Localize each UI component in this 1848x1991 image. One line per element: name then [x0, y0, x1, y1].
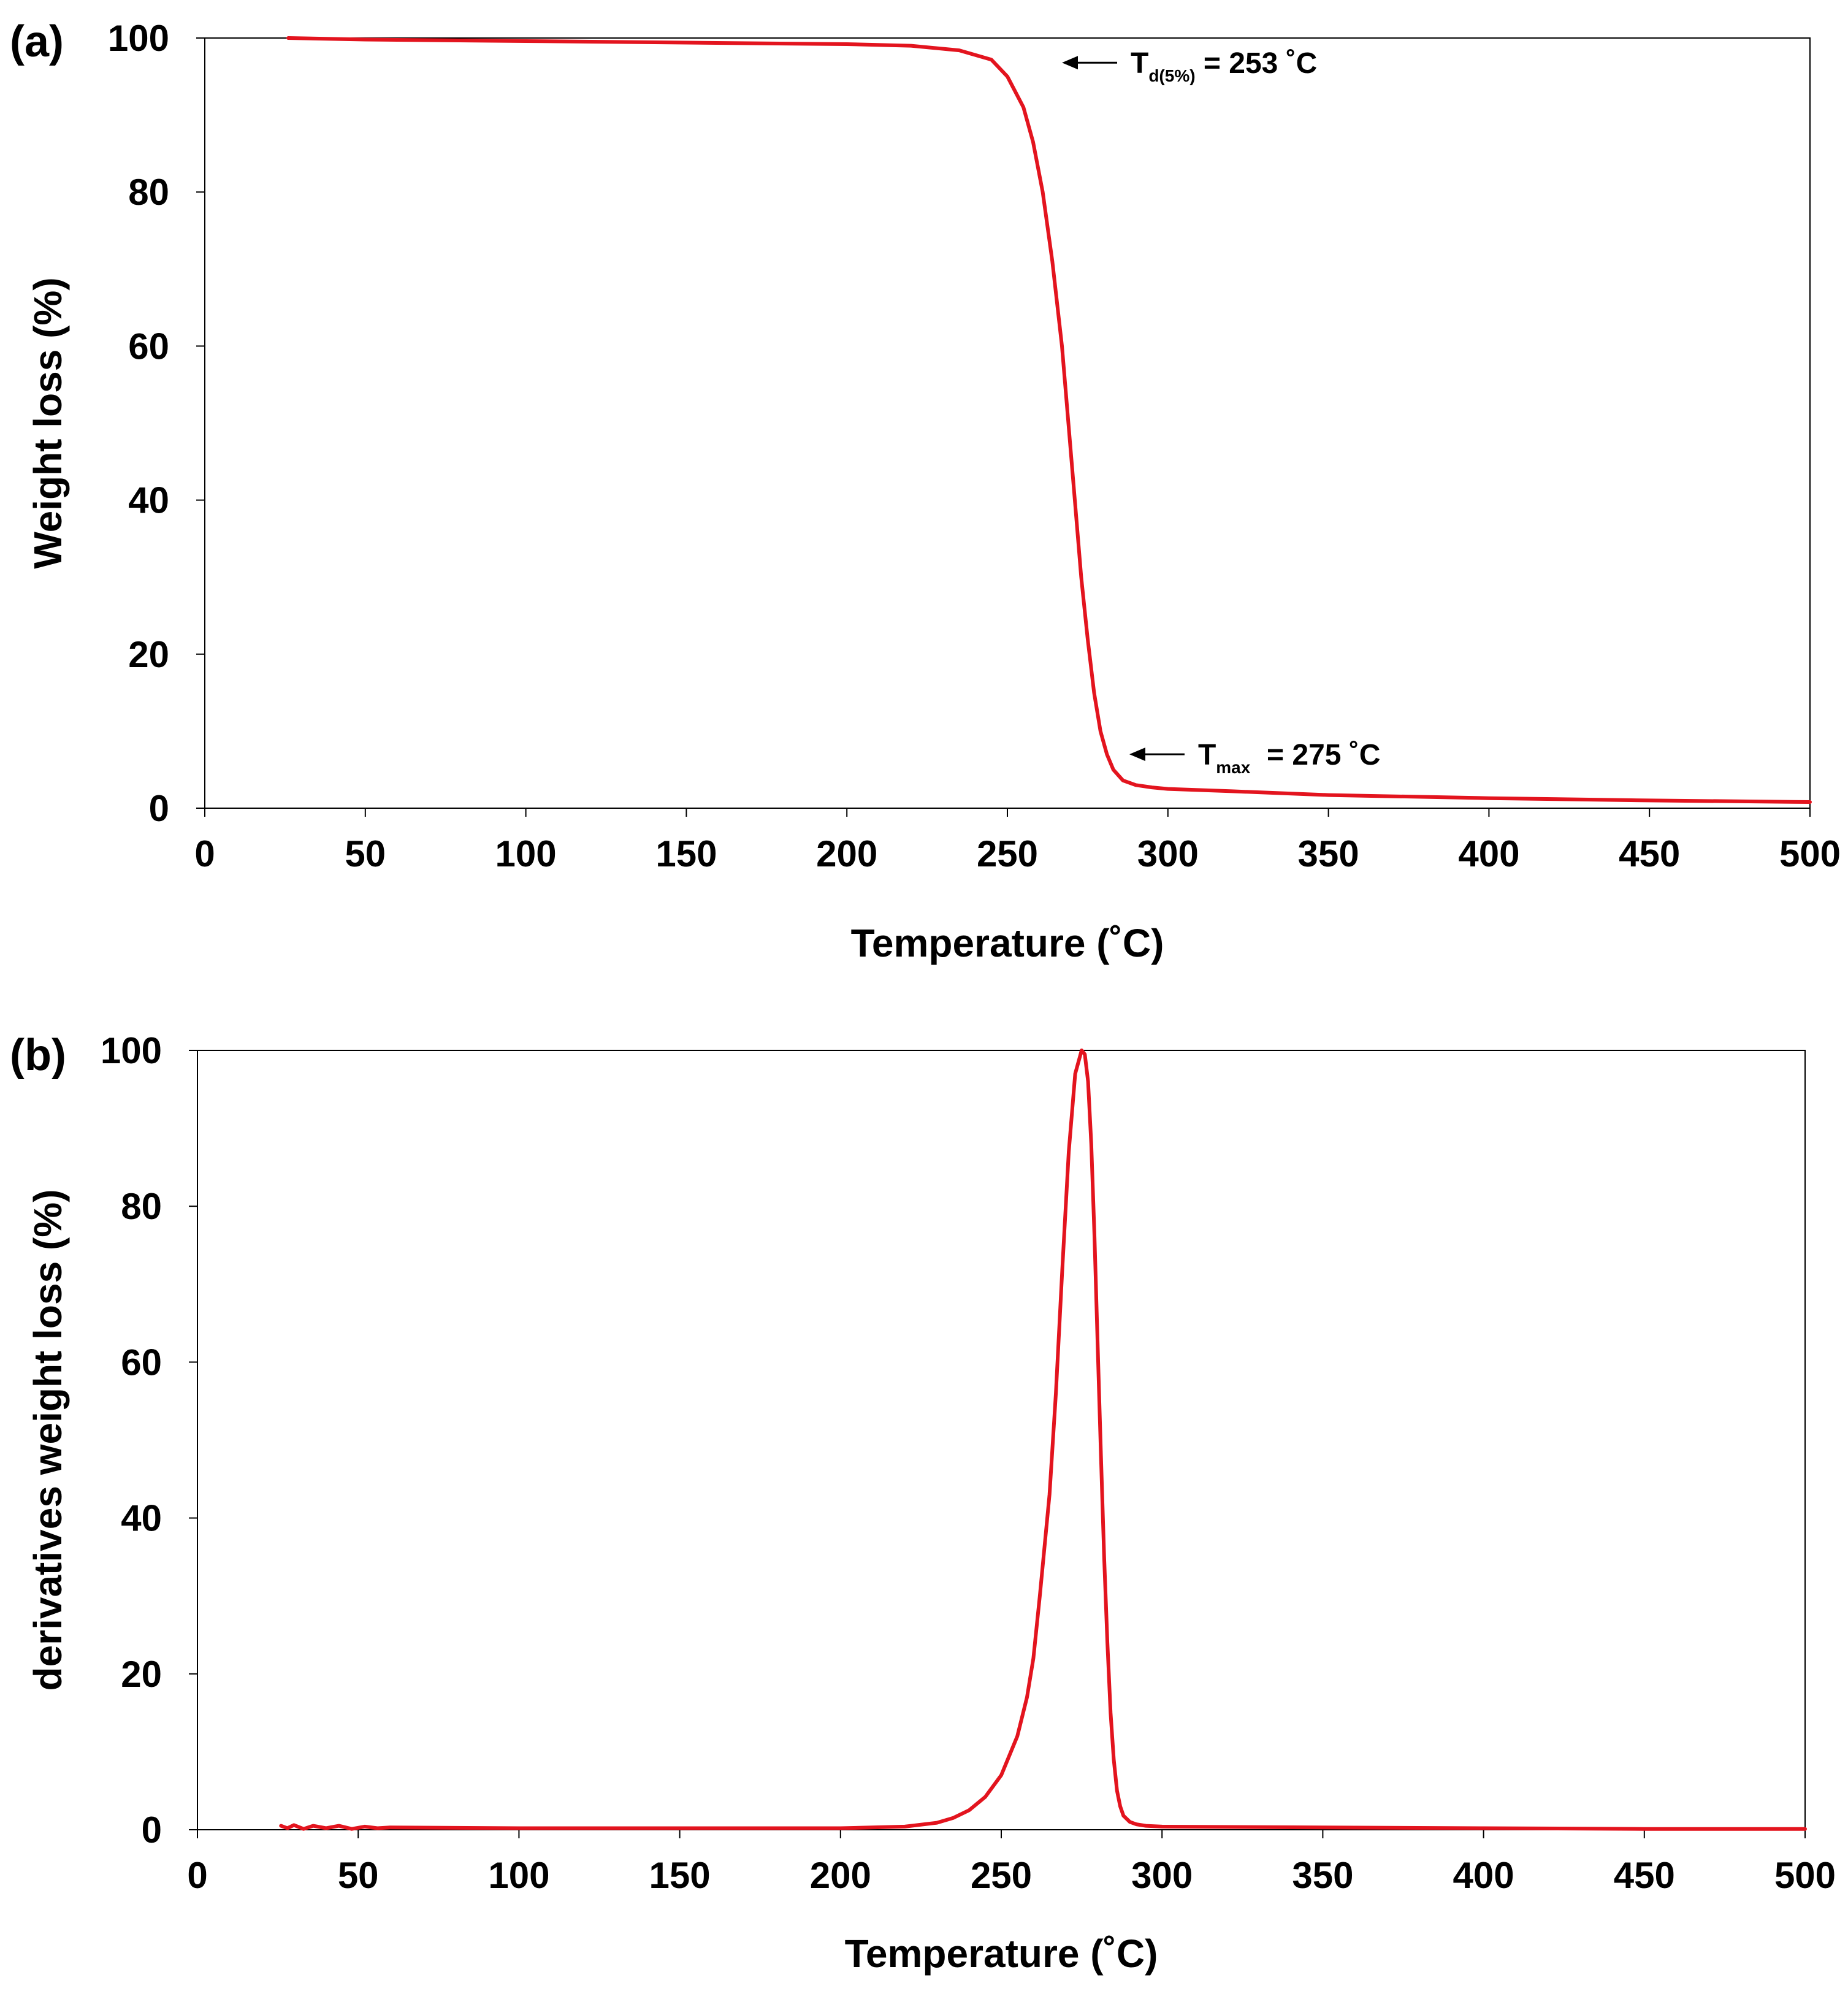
a-plot-frame: [204, 37, 1811, 809]
panel-a-tga-chart: 0 50 100 150 200 250 300 350 400 450 500 0 20 40 60 80 1…: [10, 17, 1841, 965]
a-series-tga-line: [286, 36, 1812, 804]
b-y-tick-label: 60: [121, 1342, 162, 1383]
b-y-tick-label: 40: [121, 1498, 162, 1539]
b-y-tick-label: 0: [142, 1809, 162, 1851]
a-x-tick-label: 150: [655, 833, 717, 874]
a-y-tick-label: 40: [128, 480, 169, 521]
panel-b-dtg-chart: 0 50 100 150 200 250 300 350 400 450 500 0 20 40 60 80 1…: [10, 1030, 1836, 1976]
a-panel-label: (a): [10, 17, 64, 66]
b-x-tick-label: 150: [649, 1855, 711, 1896]
b-y-tick-label: 20: [121, 1654, 162, 1695]
b-x-tick-label: 450: [1614, 1855, 1675, 1896]
b-x-tick-label: 0: [187, 1855, 207, 1896]
a-x-tick-label: 50: [345, 833, 386, 874]
b-x-tick-label: 250: [971, 1855, 1032, 1896]
a-x-axis-title: Temperature (˚C): [851, 921, 1164, 965]
b-series-dtg-line: [279, 1049, 1807, 1831]
b-plot-frame: [197, 1050, 1806, 1830]
b-x-tick-label: 100: [488, 1855, 549, 1896]
a-x-tick-label: 350: [1298, 833, 1359, 874]
b-x-tick-label: 350: [1292, 1855, 1353, 1896]
a-x-tick-label: 0: [194, 833, 215, 874]
b-x-tick-label: 500: [1774, 1855, 1836, 1896]
a-annotation-1: Td(5%) = 253 ˚C: [1131, 47, 1317, 85]
b-y-tick-label: 80: [121, 1186, 162, 1227]
b-x-tick-label: 50: [338, 1855, 379, 1896]
a-x-tick-label: 250: [977, 833, 1038, 874]
a-x-tick-label: 100: [495, 833, 557, 874]
a-annotation-2: Tmax = 275 ˚C: [1198, 739, 1380, 777]
a-y-tick-label: 100: [108, 18, 169, 59]
b-x-tick-label: 400: [1453, 1855, 1514, 1896]
b-x-tick-label: 200: [810, 1855, 871, 1896]
a-x-tick-label: 200: [816, 833, 877, 874]
b-x-axis-title: Temperature (˚C): [845, 1932, 1158, 1976]
b-y-axis-title: derivatives weight loss (%): [26, 1189, 70, 1691]
a-y-tick-label: 0: [149, 788, 169, 829]
a-x-tick-label: 500: [1779, 833, 1841, 874]
a-y-tick-label: 60: [128, 326, 169, 367]
b-panel-label: (b): [10, 1031, 66, 1080]
a-annotation-arrowhead: [1129, 747, 1145, 762]
a-x-tick-label: 450: [1619, 833, 1680, 874]
a-y-axis-title: Weight loss (%): [26, 277, 70, 568]
a-x-tick-label: 300: [1137, 833, 1199, 874]
a-y-tick-label: 80: [128, 172, 169, 213]
b-x-tick-label: 300: [1131, 1855, 1193, 1896]
a-annotation-arrowhead: [1062, 56, 1079, 70]
b-y-tick-label: 100: [101, 1030, 162, 1071]
a-y-tick-label: 20: [128, 634, 169, 675]
a-x-tick-label: 400: [1458, 833, 1519, 874]
